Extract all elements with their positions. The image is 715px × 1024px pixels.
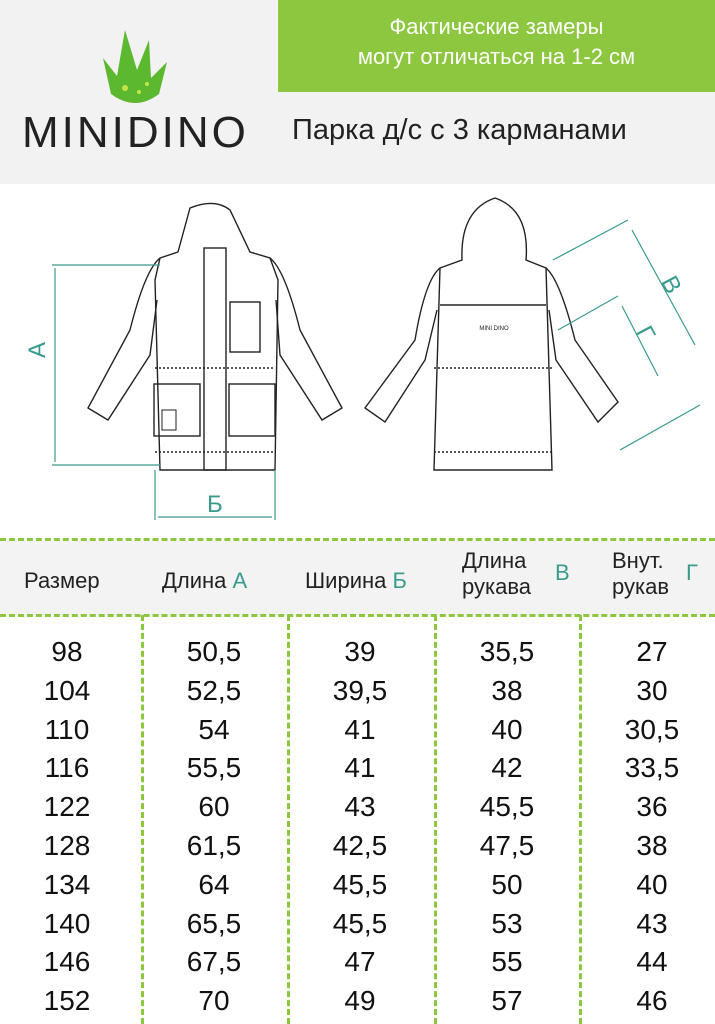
table-cell: 52,5 bbox=[186, 674, 242, 706]
table-row: 122 60 43 45,5 36 bbox=[0, 791, 715, 830]
table-cell: 55 bbox=[491, 946, 523, 978]
table-cell: 45,5 bbox=[332, 907, 388, 939]
table-cell: 128 bbox=[43, 830, 91, 861]
table-cell: 40 bbox=[636, 868, 668, 900]
table-cell: 53 bbox=[491, 907, 523, 939]
label-v: В bbox=[655, 271, 686, 298]
table-cell: 42 bbox=[491, 752, 523, 784]
table-cell: 50,5 bbox=[186, 636, 242, 667]
table-cell: 43 bbox=[344, 791, 376, 823]
divider bbox=[434, 615, 437, 1024]
table-cell: 116 bbox=[44, 752, 90, 784]
dino-logo-icon bbox=[103, 30, 167, 103]
divider bbox=[0, 538, 715, 541]
table-row: 104 52,5 39,5 38 30 bbox=[0, 675, 715, 714]
table-row: 110 54 41 40 30,5 bbox=[0, 714, 715, 753]
header-inner-sleeve: Внут. рукав bbox=[612, 548, 670, 599]
header-size: Размер bbox=[24, 568, 100, 593]
header-sleeve-letter: В bbox=[555, 560, 570, 585]
divider bbox=[579, 615, 582, 1024]
table-cell: 45,5 bbox=[332, 868, 388, 900]
table-cell: 146 bbox=[43, 946, 91, 978]
table-row: 134 64 45,5 50 40 bbox=[0, 869, 715, 908]
table-row: 152 70 49 57 46 bbox=[0, 985, 715, 1024]
table-cell: 55,5 bbox=[186, 752, 242, 784]
table-cell: 61,5 bbox=[186, 830, 242, 861]
divider bbox=[0, 614, 715, 617]
table-cell: 40 bbox=[491, 713, 523, 745]
table-cell: 39,5 bbox=[332, 674, 388, 706]
table-row: 140 65,5 45,5 53 43 bbox=[0, 908, 715, 947]
table-cell: 36 bbox=[636, 791, 668, 823]
divider bbox=[287, 615, 290, 1024]
table-cell: 43 bbox=[636, 907, 668, 939]
back-logo-text: MINI DINO bbox=[479, 326, 509, 332]
table-cell: 98 bbox=[51, 636, 83, 667]
divider bbox=[141, 615, 144, 1024]
table-cell: 30,5 bbox=[624, 713, 680, 745]
table-cell: 38 bbox=[491, 674, 523, 706]
jacket-diagram: MINI DINO А Б В Г bbox=[24, 197, 701, 520]
table-cell: 46 bbox=[636, 985, 668, 1017]
table-row: 98 50,5 39 35,5 27 bbox=[0, 636, 715, 675]
table-cell: 35,5 bbox=[479, 636, 535, 667]
table-cell: 30 bbox=[636, 674, 668, 706]
table-cell: 33,5 bbox=[624, 752, 680, 784]
table-cell: 122 bbox=[43, 791, 91, 823]
table-cell: 60 bbox=[198, 791, 230, 823]
table-cell: 70 bbox=[198, 985, 230, 1017]
table-row: 116 55,5 41 42 33,5 bbox=[0, 752, 715, 791]
header-width: Ширина Б bbox=[305, 568, 407, 593]
table-cell: 134 bbox=[43, 868, 91, 900]
table-cell: 44 bbox=[636, 946, 668, 978]
table-cell: 64 bbox=[198, 868, 230, 900]
table-cell: 38 bbox=[636, 830, 668, 861]
table-cell: 104 bbox=[43, 674, 91, 706]
table-cell: 54 bbox=[198, 713, 230, 745]
table-cell: 67,5 bbox=[186, 946, 242, 978]
label-a: А bbox=[24, 342, 51, 358]
table-cell: 27 bbox=[636, 636, 668, 667]
header-sleeve: Длина рукава bbox=[462, 548, 532, 599]
table-cell: 152 bbox=[43, 985, 91, 1017]
label-g: Г bbox=[630, 321, 660, 345]
brand-name: MINIDINO bbox=[22, 108, 249, 157]
jacket-front bbox=[87, 202, 343, 471]
jacket-back bbox=[364, 197, 619, 471]
table-cell: 47,5 bbox=[479, 830, 535, 861]
table-cell: 41 bbox=[344, 752, 376, 784]
table-cell: 41 bbox=[344, 713, 376, 745]
table-row: 128 61,5 42,5 47,5 38 bbox=[0, 830, 715, 869]
table-row: 146 67,5 47 55 44 bbox=[0, 946, 715, 985]
table-cell: 57 bbox=[491, 985, 523, 1017]
table-cell: 110 bbox=[44, 713, 90, 745]
table-cell: 50 bbox=[491, 868, 523, 900]
table-cell: 42,5 bbox=[332, 830, 388, 861]
table-cell: 39 bbox=[344, 636, 376, 667]
table-cell: 47 bbox=[344, 946, 376, 978]
table-header bbox=[0, 541, 715, 615]
table-cell: 65,5 bbox=[186, 907, 242, 939]
table-cell: 49 bbox=[344, 985, 376, 1017]
table-cell: 45,5 bbox=[479, 791, 535, 823]
header-inner-sleeve-letter: Г bbox=[686, 560, 698, 585]
measurement-note: Фактические замеры могут отличаться на 1-… bbox=[278, 0, 715, 92]
product-title: Парка д/с с 3 карманами bbox=[292, 114, 627, 146]
table-cell: 140 bbox=[43, 907, 91, 939]
header-length: Длина А bbox=[162, 568, 248, 593]
label-b: Б bbox=[207, 491, 223, 518]
